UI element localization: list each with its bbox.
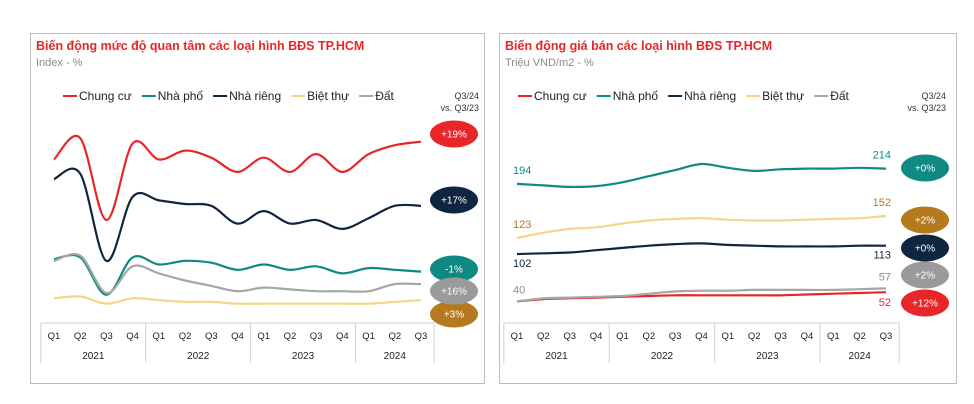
x-tick-label: Q4: [695, 331, 708, 342]
series-line-nha_pho: [516, 162, 887, 189]
x-tick-label: Q4: [126, 331, 139, 342]
x-tick-label: Q4: [590, 331, 603, 342]
x-tick-label: Q3: [880, 331, 893, 342]
x-tick-label: Q1: [616, 331, 629, 342]
chart-panel-price: Biến động giá bán các loại hình BĐS TP.H…: [499, 33, 957, 384]
x-tick-label: Q1: [153, 331, 166, 342]
x-tick-label: Q2: [388, 331, 401, 342]
legend-label: Nhà riêng: [229, 89, 281, 103]
x-tick-label: Q2: [748, 331, 761, 342]
x-tick-label: Q3: [100, 331, 113, 342]
series-line-biet_thu: [53, 295, 422, 305]
chart-subtitle: Index - %: [36, 57, 83, 69]
series-line-biet_thu: [516, 214, 887, 240]
x-tick-label: Q3: [415, 331, 428, 342]
end-value-label: 214: [873, 150, 891, 162]
change-badge: [430, 120, 478, 148]
legend-label: Chung cư: [534, 89, 587, 103]
corner-label: vs. Q3/23: [907, 103, 946, 113]
change-badge-label: +2%: [915, 271, 935, 282]
corner-label: Q3/24: [454, 91, 479, 101]
start-value-label: 123: [513, 219, 531, 231]
start-value-label: 102: [513, 258, 531, 270]
change-badge-label: +17%: [441, 196, 467, 207]
change-badge: [430, 300, 478, 328]
change-badge: [901, 289, 949, 317]
change-badge: [430, 255, 478, 283]
legend-label: Nhà phố: [158, 89, 204, 103]
x-year-label: 2023: [292, 351, 315, 362]
x-tick-label: Q2: [853, 331, 866, 342]
x-year-label: 2024: [384, 351, 407, 362]
change-badge-label: +3%: [444, 310, 464, 321]
chart-svg-price: Chung cư Nhà phố Nhà riêng Biệt thự Đất Q3/24…: [503, 89, 949, 363]
end-value-label: 152: [873, 197, 891, 209]
x-tick-label: Q3: [205, 331, 218, 342]
x-tick-label: Q3: [774, 331, 787, 342]
change-badge: [901, 206, 949, 234]
x-tick-label: Q1: [257, 331, 270, 342]
series-line-dat: [53, 252, 422, 295]
x-year-label: 2024: [849, 351, 872, 362]
x-tick-label: Q1: [362, 331, 375, 342]
change-badge-label: +19%: [441, 130, 467, 141]
x-year-label: 2022: [651, 351, 674, 362]
change-badge-label: +0%: [915, 164, 935, 175]
change-badge: [901, 261, 949, 289]
change-badge: [901, 234, 949, 262]
x-year-label: 2021: [82, 351, 105, 362]
x-tick-label: Q4: [801, 331, 814, 342]
change-badge-label: -1%: [445, 265, 463, 276]
legend-label: Chung cư: [79, 89, 132, 103]
x-year-label: 2022: [187, 351, 210, 362]
x-tick-label: Q1: [827, 331, 840, 342]
legend-label: Đất: [375, 89, 394, 103]
chart-svg-interest: Chung cư Nhà phố Nhà riêng Biệt thự Đất Q3/24…: [40, 89, 479, 363]
x-tick-label: Q3: [563, 331, 576, 342]
x-tick-label: Q4: [231, 331, 244, 342]
x-tick-label: Q4: [336, 331, 349, 342]
chart-subtitle: Triệu VND/m2 - %: [505, 57, 594, 69]
x-year-label: 2023: [756, 351, 779, 362]
x-tick-label: Q3: [669, 331, 682, 342]
chart-title: Biến động giá bán các loại hình BĐS TP.H…: [505, 39, 773, 53]
change-badge: [430, 186, 478, 214]
change-badge: [430, 277, 478, 305]
x-tick-label: Q2: [642, 331, 655, 342]
series-line-nha_rieng: [53, 167, 422, 262]
start-value-label: 194: [513, 165, 531, 177]
end-value-label: 52: [879, 297, 891, 309]
legend-label: Biệt thự: [762, 89, 804, 103]
legend-label: Nhà riêng: [684, 89, 736, 103]
start-value-label: 40: [513, 284, 525, 296]
end-value-label: 113: [873, 250, 891, 262]
x-tick-label: Q2: [74, 331, 87, 342]
end-value-label: 57: [879, 271, 891, 283]
change-badge: [901, 154, 949, 182]
legend-label: Biệt thự: [307, 89, 349, 103]
series-line-nha_rieng: [516, 242, 887, 256]
x-tick-label: Q3: [310, 331, 323, 342]
x-tick-label: Q1: [722, 331, 735, 342]
x-year-label: 2021: [545, 351, 568, 362]
series-line-chung_cu: [53, 134, 422, 222]
series-line-dat: [516, 287, 887, 303]
corner-label: Q3/24: [921, 91, 946, 101]
change-badge-label: +16%: [441, 287, 467, 298]
x-tick-label: Q2: [537, 331, 550, 342]
legend-label: Nhà phố: [613, 89, 659, 103]
legend-label: Đất: [830, 89, 849, 103]
corner-label: vs. Q3/23: [440, 103, 479, 113]
change-badge-label: +0%: [915, 244, 935, 255]
x-tick-label: Q2: [284, 331, 297, 342]
chart-panel-interest: Biến động mức độ quan tâm các loại hình …: [30, 33, 485, 384]
x-tick-label: Q1: [511, 331, 524, 342]
change-badge-label: +2%: [915, 216, 935, 227]
x-tick-label: Q1: [48, 331, 61, 342]
change-badge-label: +12%: [912, 299, 938, 310]
chart-title: Biến động mức độ quan tâm các loại hình …: [36, 39, 365, 53]
x-tick-label: Q2: [179, 331, 192, 342]
